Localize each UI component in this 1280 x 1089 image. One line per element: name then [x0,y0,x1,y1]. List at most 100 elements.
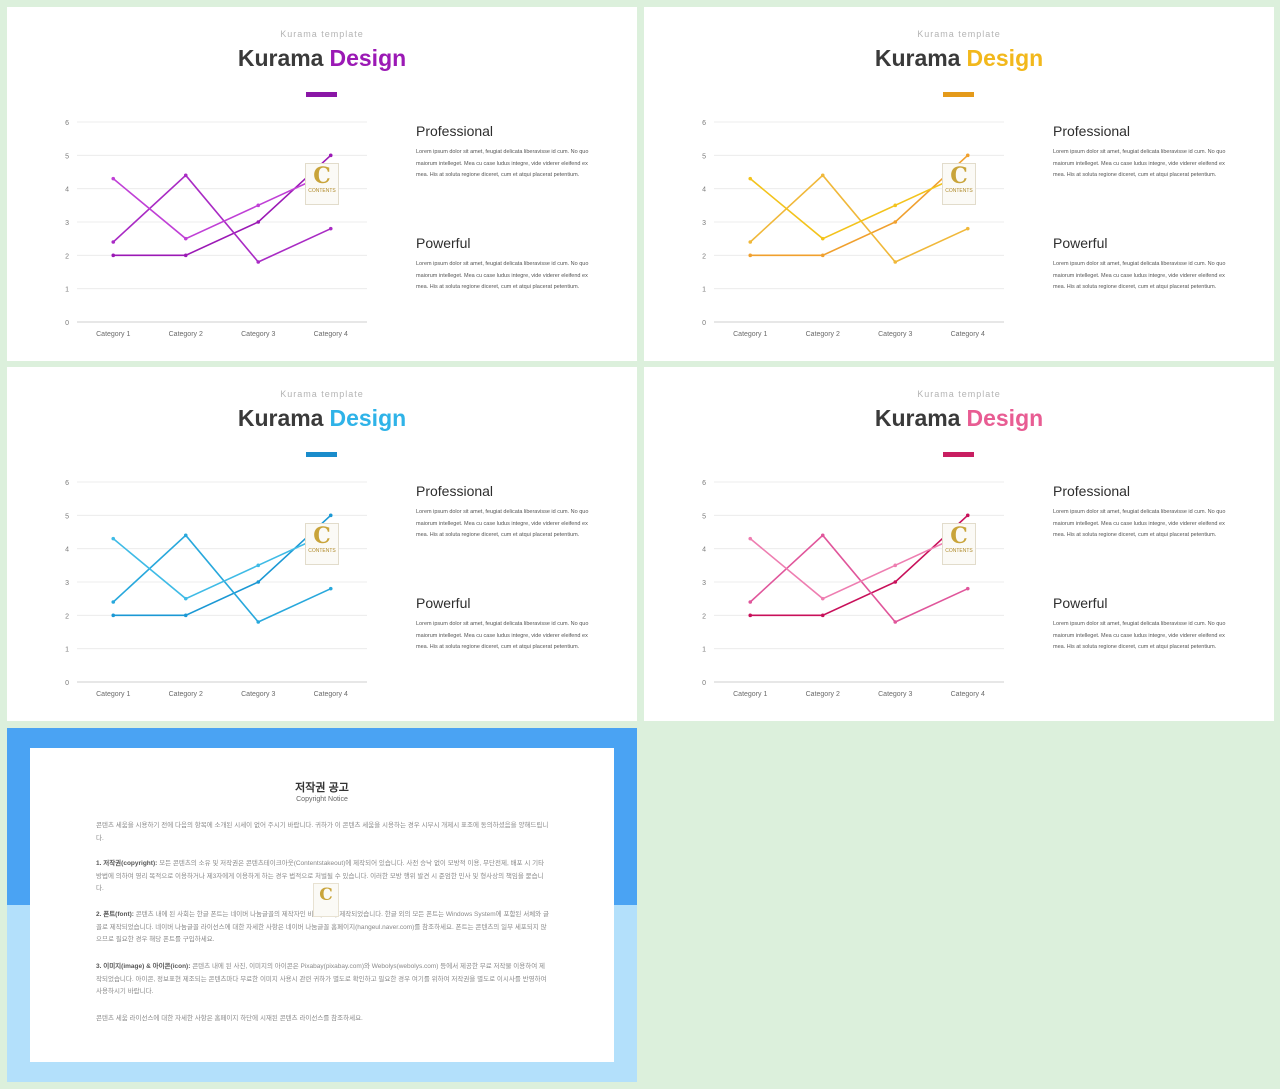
data-point [111,253,116,258]
data-point [893,563,898,568]
x-tick-label: Category 2 [169,691,203,698]
title-accent: Design [329,45,407,71]
x-tick-label: Category 3 [241,331,275,338]
section-heading-professional: Professional [416,483,494,499]
data-point [965,153,970,158]
section-body-powerful: Lorem ipsum dolor sit amet, feugiat deli… [1053,621,1226,651]
line-chart: 0 1 2 3 4 5 6 Category 1 Category 2 Category 3 Cat… [702,120,1004,338]
y-tick-label: 4 [65,187,69,194]
slide-2: Kurama template Kurama Design 0 1 2 3 4 5 6 Cate… [644,7,1274,361]
x-tick-label: Category 4 [951,691,985,698]
section-body-professional: Lorem ipsum dolor sit amet, feugiat deli… [416,149,589,179]
logo-letter: C [950,163,968,189]
section-heading-powerful: Powerful [416,595,471,611]
title-accent: Design [329,405,407,431]
x-tick-label: Category 4 [314,691,348,698]
x-tick-label: Category 2 [806,331,840,338]
contents-logo: C CONTENTS [305,523,339,565]
title-main: Kurama [874,405,961,431]
y-tick-label: 5 [65,153,69,160]
y-tick-label: 1 [702,287,706,294]
data-point [748,536,753,541]
x-tick-label: Category 1 [733,331,767,338]
x-tick-label: Category 3 [241,691,275,698]
data-point [965,513,970,518]
y-tick-label: 3 [65,220,69,227]
data-point [111,176,116,181]
data-point [748,240,753,244]
copyright-notice-slide: 저작권 공고 Copyright Notice 콘텐츠 세움을 시용하기 전에 … [7,728,637,1082]
notice-item-text: 콘텐츠 내에 된 사회는 한글 폰트는 네이버 나눔글꼴의 제작자인 비카(No… [96,911,549,943]
notice-title: 저작권 공고 [295,782,349,794]
x-tick-label: Category 3 [878,691,912,698]
data-point [328,226,333,231]
y-tick-label: 5 [702,153,706,160]
data-point [183,613,188,618]
data-point [183,173,188,178]
section-heading-professional: Professional [1053,483,1131,499]
logo-word: CONTENTS [945,548,973,554]
section-body-powerful: Lorem ipsum dolor sit amet, feugiat deli… [416,621,589,651]
notice-item-font: 2. 폰트(font): 콘텐츠 내에 된 사회는 한글 폰트는 네이버 나눔글… [96,909,550,947]
y-tick-label: 2 [702,253,706,260]
y-tick-label: 6 [702,480,706,487]
data-point [965,226,970,231]
x-tick-label: Category 1 [96,691,130,698]
section-heading-powerful: Powerful [416,235,471,251]
contents-logo: C CONTENTS [942,523,976,565]
series-line-3 [749,531,969,600]
notice-closing: 콘텐츠 세움 라이선스에 대한 자세한 사항은 홈페이지 하단에 시재된 콘텐츠… [96,1015,363,1022]
section-heading-professional: Professional [1053,123,1131,139]
logo-letter: C [313,163,331,189]
y-tick-label: 5 [702,513,706,520]
data-point [183,236,188,241]
data-point [256,620,261,624]
notice-item-label: 2. 폰트(font): [96,911,134,918]
section-body-professional: Lorem ipsum dolor sit amet, feugiat deli… [416,509,589,539]
notice-item-label: 3. 이미지(image) & 아이콘(icon): [96,963,191,970]
y-tick-label: 0 [65,680,69,687]
section-body-professional: Lorem ipsum dolor sit amet, feugiat deli… [1053,149,1226,179]
y-tick-label: 5 [65,513,69,520]
data-point [893,203,898,208]
x-tick-label: Category 1 [733,691,767,698]
slide-subtitle: Kurama template [280,389,364,399]
logo-word: CONTENTS [945,188,973,194]
data-point [328,586,333,591]
contents-logo: C CONTENTS [305,163,339,205]
y-tick-label: 0 [65,320,69,327]
logo-word: CONTENTS [308,548,336,554]
title-accent: Design [966,405,1044,431]
data-point [111,240,116,244]
data-point [820,596,825,601]
y-tick-label: 1 [65,287,69,294]
data-point [183,533,188,538]
logo-letter: C [313,523,331,549]
data-point [183,253,188,258]
y-tick-label: 6 [702,120,706,127]
title-main: Kurama [874,45,961,71]
data-point [748,600,753,604]
data-point [111,600,116,604]
contents-logo: C [313,883,339,917]
data-point [256,563,261,568]
accent-bar [943,92,974,97]
notice-item-image: 3. 이미지(image) & 아이콘(icon): 콘텐츠 내에 된 사진, … [96,961,550,999]
slide-title: Kurama Design [644,405,1274,432]
y-tick-label: 6 [65,120,69,127]
slide-1: Kurama template Kurama Design 0 1 2 3 4 5 6 Cate… [7,7,637,361]
title-accent: Design [966,45,1044,71]
series-line-3 [112,531,332,600]
data-point [820,173,825,178]
x-tick-label: Category 2 [806,691,840,698]
x-tick-label: Category 4 [951,331,985,338]
slide-4: Kurama template Kurama Design 0 1 2 3 4 5 6 Cate… [644,367,1274,721]
y-tick-label: 2 [65,253,69,260]
data-point [965,586,970,591]
x-tick-label: Category 1 [96,331,130,338]
data-point [893,580,898,584]
notice-intro: 콘텐츠 세움을 시용하기 전에 다음의 항목에 소개된 시세이 없어 주시기 바… [96,822,549,842]
section-body-powerful: Lorem ipsum dolor sit amet, feugiat deli… [416,261,589,291]
contents-logo: C CONTENTS [942,163,976,205]
data-point [820,613,825,618]
